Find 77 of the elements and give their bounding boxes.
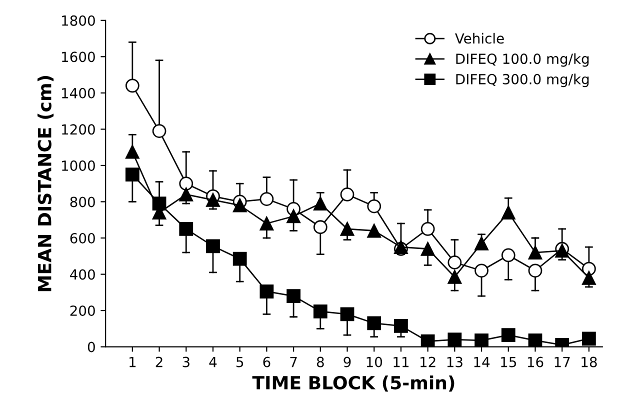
x-tick-label: 12 [420,356,436,368]
point [448,270,462,284]
point [367,199,382,214]
point [420,242,435,256]
point [420,334,435,347]
point [152,196,166,210]
x-tick-label: 4 [209,356,217,368]
y-tick-label: 200 [70,306,95,316]
point [260,284,274,298]
point [448,256,462,270]
x-tick-label: 5 [236,356,244,368]
point [528,246,542,260]
y-tick-label: 1800 [62,15,95,26]
x-tick-label: 18 [582,356,597,368]
x-tick-label: 13 [447,356,462,368]
legend-label: DIFEQ 300.0 mg/kg [456,74,589,88]
point [286,209,300,224]
y-tick-label: 1600 [62,52,95,62]
point [313,220,328,234]
point [179,176,194,191]
y-tick-label: 400 [70,269,95,280]
point [340,188,354,202]
point [125,144,140,159]
point [394,319,408,333]
x-tick-label: 8 [316,356,324,368]
y-tick-label: 1400 [62,88,95,98]
point [582,270,596,285]
point [179,222,194,236]
point [528,334,542,347]
y-tick-label: 600 [70,232,95,244]
legend-label: DIFEQ 100.0 mg/kg [456,53,589,67]
point [367,316,382,330]
x-tick-label: 15 [501,356,516,368]
point [179,188,194,202]
point [286,289,300,303]
point [501,328,516,342]
x-tick-label: 9 [344,356,351,368]
point [206,192,220,207]
x-tick-label: 6 [263,356,270,368]
x-tick-label: 10 [366,356,382,368]
y-tick-label: 0 [88,342,95,352]
x-tick-label: 1 [130,356,136,368]
y-axis-title: MEAN DISTANCE (cm) [37,76,54,292]
point [501,206,516,220]
point [474,264,488,278]
y-tick-label: 1200 [62,124,95,135]
x-tick-label: 11 [394,356,409,368]
y-tick-label: 800 [70,196,95,208]
point [340,307,354,322]
point [232,252,247,266]
point [367,224,382,238]
point [125,168,140,182]
x-axis-title: TIME BLOCK (5-min) [252,376,454,392]
point [474,236,488,250]
point [313,196,328,210]
x-tick-label: 17 [554,356,570,368]
x-tick-label: 7 [290,356,297,368]
point [260,192,274,206]
x-tick-label: 2 [156,356,162,368]
y-tick-label: 1000 [62,160,95,171]
point [313,304,328,318]
point [260,216,274,230]
point [448,332,462,346]
point [582,332,596,346]
legend-label: Vehicle [455,32,504,44]
point [206,239,220,254]
point [232,198,247,212]
point [528,264,542,278]
point [152,124,166,138]
x-tick-label: 16 [528,356,544,368]
point [420,222,435,236]
x-tick-label: 14 [474,356,490,368]
point [474,334,488,347]
point [340,222,354,236]
point [125,78,140,93]
point [501,248,516,262]
x-tick-label: 3 [182,356,190,368]
